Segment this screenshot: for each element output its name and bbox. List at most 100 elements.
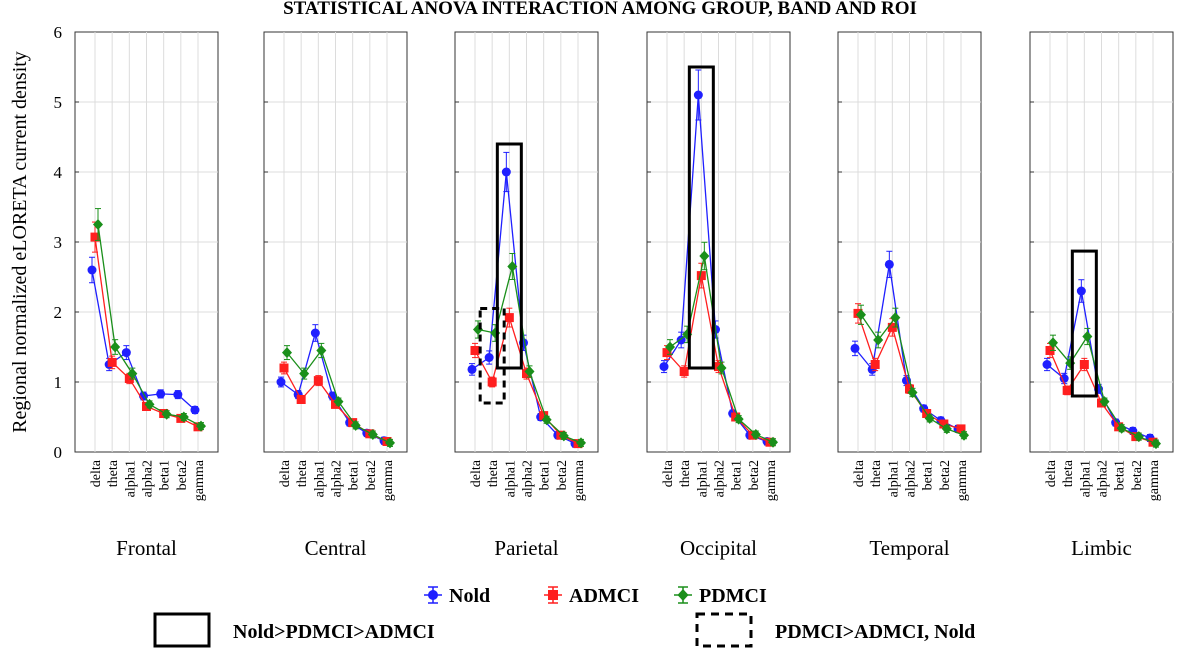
- data-point-nold: [87, 265, 97, 275]
- data-point-pdmci: [856, 309, 866, 321]
- data-point-pdmci: [665, 341, 675, 353]
- data-point-nold: [121, 348, 131, 358]
- x-tick-label: theta: [678, 459, 693, 487]
- data-point-pdmci: [178, 411, 189, 423]
- data-point-admci: [1079, 360, 1089, 369]
- x-tick-label: beta1: [347, 460, 362, 490]
- x-tick-label: gamma: [764, 459, 779, 501]
- legend-marker: [548, 590, 558, 600]
- data-point-pdmci: [768, 436, 778, 448]
- data-point-admci: [470, 346, 480, 355]
- panel-parietal: delta theta alpha1 alpha2 beta1 beta2 gamma Par…: [454, 31, 599, 560]
- x-tick-label: beta1: [1113, 460, 1128, 490]
- data-point-nold: [850, 343, 860, 353]
- data-point-pdmci: [873, 334, 884, 346]
- data-point-nold: [501, 167, 511, 177]
- highlight-box-solid: [1070, 249, 1098, 398]
- data-point-pdmci: [890, 312, 901, 324]
- data-point-admci: [279, 363, 289, 373]
- x-tick-label: delta: [278, 459, 293, 487]
- data-point-pdmci: [144, 398, 155, 410]
- x-tick-label: theta: [106, 459, 121, 487]
- x-tick-label: beta1: [921, 460, 936, 490]
- data-point-nold: [693, 90, 703, 100]
- data-point-pdmci: [282, 347, 292, 359]
- x-tick-label: beta2: [555, 460, 570, 490]
- y-tick-label: 5: [54, 93, 63, 112]
- data-point-admci: [90, 232, 100, 242]
- data-point-pdmci: [385, 437, 395, 449]
- data-point-nold: [884, 259, 894, 269]
- data-point-admci: [296, 395, 306, 404]
- panel-name: Frontal: [116, 536, 177, 560]
- x-tick-label: alpha2: [1096, 460, 1111, 497]
- data-point-admci: [539, 411, 549, 421]
- data-point-pdmci: [924, 412, 935, 424]
- data-point-pdmci: [1048, 337, 1058, 349]
- data-point-pdmci: [333, 396, 344, 408]
- data-point-admci: [124, 374, 134, 383]
- panels: delta theta alpha1 alpha2 beta1 beta2 gammaFro…: [74, 31, 1174, 560]
- panel-name: Occipital: [680, 536, 757, 560]
- x-tick-label: alpha1: [312, 460, 327, 497]
- data-point-pdmci: [524, 366, 535, 377]
- data-point-pdmci: [1151, 438, 1161, 450]
- data-point-pdmci: [941, 423, 952, 435]
- data-point-admci: [487, 377, 497, 387]
- x-tick-label: beta2: [364, 460, 379, 490]
- panel-limbic: delta theta alpha1 alpha2 beta1 beta2 gamma Lim…: [1029, 31, 1174, 560]
- data-point-pdmci: [367, 429, 378, 440]
- panel-name: Limbic: [1071, 536, 1132, 560]
- box-legend-swatch: [695, 612, 753, 648]
- x-tick-label: alpha1: [503, 460, 518, 497]
- x-tick-label: beta2: [175, 460, 190, 490]
- legend-item-nold: Nold: [424, 585, 490, 607]
- data-point-pdmci: [1099, 396, 1110, 408]
- data-point-pdmci: [196, 420, 206, 432]
- y-tick-label: 0: [54, 443, 63, 462]
- x-tick-label: delta: [89, 459, 104, 487]
- y-tick-label: 6: [54, 23, 63, 42]
- x-tick-label: alpha1: [695, 460, 710, 497]
- data-point-nold: [328, 391, 337, 401]
- box-legend-label: PDMCI>ADMCI, Nold: [775, 621, 975, 643]
- y-tick-label: 2: [54, 303, 63, 322]
- data-point-pdmci: [350, 419, 361, 431]
- x-tick-label: beta1: [158, 460, 173, 490]
- data-point-admci: [939, 419, 949, 429]
- x-tick-label: alpha1: [886, 460, 901, 497]
- panel-occipital: delta theta alpha1 alpha2 beta1 beta2 gamma Occ…: [646, 31, 791, 560]
- data-point-nold: [659, 362, 669, 372]
- data-point-pdmci: [127, 368, 138, 380]
- x-tick-label: delta: [469, 459, 484, 487]
- x-tick-label: alpha1: [1078, 460, 1093, 497]
- data-point-pdmci: [1082, 331, 1093, 342]
- data-point-nold: [190, 405, 200, 415]
- data-point-nold: [1059, 374, 1069, 383]
- x-tick-label: gamma: [955, 459, 970, 501]
- x-tick-label: alpha1: [123, 460, 138, 497]
- panel-name: Temporal: [869, 536, 949, 560]
- data-point-admci: [696, 271, 706, 281]
- data-point-pdmci: [699, 250, 710, 262]
- data-point-pdmci: [110, 341, 121, 353]
- legend-marker: [428, 590, 438, 600]
- y-tick-label: 4: [54, 163, 63, 182]
- data-point-admci: [107, 357, 117, 367]
- data-point-pdmci: [541, 414, 552, 426]
- highlight-box-solid: [495, 142, 523, 370]
- panel-frontal: delta theta alpha1 alpha2 beta1 beta2 gamma Fro…: [74, 31, 219, 560]
- data-point-pdmci: [576, 437, 586, 449]
- data-point-pdmci: [750, 429, 761, 440]
- x-tick-label: alpha2: [521, 460, 536, 497]
- x-tick-label: delta: [1044, 459, 1059, 487]
- x-tick-label: alpha2: [904, 460, 919, 497]
- data-point-pdmci: [959, 429, 969, 441]
- legend-label: Nold: [449, 585, 490, 607]
- x-tick-label: beta1: [538, 460, 553, 490]
- x-tick-label: gamma: [572, 459, 587, 501]
- x-tick-label: theta: [869, 459, 884, 487]
- x-tick-label: gamma: [192, 459, 207, 501]
- legend-item-pdmci: PDMCI: [674, 585, 767, 607]
